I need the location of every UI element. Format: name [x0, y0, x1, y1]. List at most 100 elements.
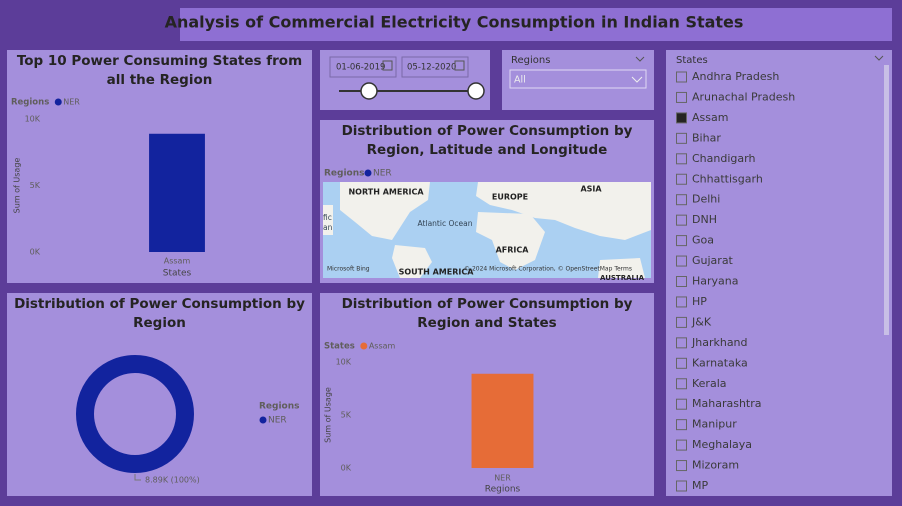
- checkbox[interactable]: [676, 276, 687, 287]
- chevron[interactable]: [635, 56, 645, 62]
- legend-dot: [54, 98, 62, 106]
- checkbox[interactable]: [676, 398, 687, 410]
- y-tick-label: 0K: [341, 464, 352, 473]
- state-label[interactable]: Delhi: [692, 193, 720, 206]
- state-label[interactable]: Mizoram: [692, 459, 739, 472]
- checkbox[interactable]: [676, 235, 687, 247]
- y-axis-label: Sum of Usage: [324, 387, 333, 443]
- y-tick-label: 10K: [25, 115, 41, 124]
- checkbox[interactable]: [676, 194, 687, 206]
- x-tick-label: Assam: [164, 257, 191, 266]
- checkbox[interactable]: [676, 296, 687, 308]
- state-label[interactable]: Assam: [692, 111, 728, 124]
- map-label: AUSTRALIA: [600, 274, 645, 282]
- panel: [502, 50, 654, 110]
- data-label: 8.89K (100%): [145, 476, 200, 485]
- calendar-icon[interactable]: [454, 60, 465, 71]
- state-label[interactable]: Andhra Pradesh: [692, 70, 779, 83]
- slicer-label: States: [676, 55, 708, 66]
- state-label[interactable]: Jharkhand: [691, 336, 748, 349]
- slicer-label: Regions: [511, 55, 550, 66]
- leader-line: [134, 474, 141, 481]
- state-label[interactable]: Kerala: [692, 377, 727, 390]
- slider-handle[interactable]: [360, 82, 378, 100]
- dropdown[interactable]: [509, 69, 647, 89]
- legend-dot: [364, 169, 372, 177]
- state-label[interactable]: MP: [692, 479, 708, 492]
- land: [476, 182, 651, 240]
- land: [476, 212, 545, 270]
- checkbox[interactable]: [676, 91, 687, 103]
- checkbox[interactable]: [676, 480, 687, 492]
- y-tick-label: 5K: [341, 411, 352, 420]
- date-box[interactable]: [329, 56, 397, 78]
- state-label[interactable]: Maharashtra: [692, 397, 762, 410]
- land: [340, 182, 430, 240]
- map-label: EUROPE: [492, 193, 528, 202]
- date-box[interactable]: [401, 56, 469, 78]
- panel-title: Distribution of Power Consumption by Regi…: [14, 296, 305, 331]
- chevron[interactable]: [874, 55, 884, 61]
- bar: [471, 373, 534, 468]
- slider-handle[interactable]: [467, 82, 485, 100]
- chevron[interactable]: [631, 76, 643, 83]
- legend-label: Assam: [369, 342, 396, 351]
- checkbox[interactable]: [676, 71, 687, 83]
- legend-dot: [259, 416, 267, 424]
- state-label[interactable]: Karnataka: [692, 356, 748, 369]
- legend-label: NER: [63, 98, 80, 107]
- checkbox[interactable]: [676, 214, 687, 226]
- panel-title: Distribution of Power Consumption by Regi…: [342, 123, 633, 158]
- map-brand: Microsoft Bing: [327, 266, 370, 273]
- state-label[interactable]: Goa: [692, 234, 714, 247]
- state-label[interactable]: DNH: [692, 213, 717, 226]
- map-label: AFRICA: [496, 246, 530, 255]
- state-label[interactable]: Haryana: [692, 275, 739, 288]
- map-label: NORTH AMERICA: [348, 188, 424, 197]
- legend-title: States: [324, 342, 355, 352]
- checkbox[interactable]: [676, 112, 687, 124]
- x-axis-label: Regions: [485, 485, 521, 495]
- map-label: an: [323, 223, 333, 232]
- date-end[interactable]: 05-12-2020: [407, 63, 456, 73]
- checkbox[interactable]: [676, 439, 687, 451]
- calendar-icon[interactable]: [382, 60, 393, 71]
- map-label: Atlantic Ocean: [418, 219, 473, 228]
- checkbox[interactable]: [676, 316, 687, 328]
- checkbox[interactable]: [676, 173, 687, 185]
- y-tick-label: 10K: [336, 358, 352, 367]
- state-label[interactable]: J&K: [691, 315, 712, 328]
- scrollbar[interactable]: [884, 65, 889, 335]
- checkbox[interactable]: [676, 419, 687, 431]
- panel-title: Distribution of Power Consumption by Regi…: [342, 296, 633, 331]
- state-label[interactable]: Chhattisgarh: [692, 172, 763, 185]
- state-label[interactable]: Manipur: [692, 418, 737, 431]
- legend-title: Regions: [324, 169, 365, 179]
- y-tick-label: 0K: [30, 248, 41, 257]
- land: [323, 205, 333, 235]
- state-label[interactable]: Meghalaya: [692, 438, 752, 451]
- state-label[interactable]: Bihar: [692, 131, 721, 144]
- checkbox[interactable]: [676, 357, 687, 369]
- x-tick-label: NER: [494, 474, 511, 483]
- panel: [666, 50, 892, 496]
- legend-label: NER: [268, 416, 287, 426]
- dropdown-value[interactable]: All: [514, 75, 526, 86]
- bar: [149, 133, 205, 252]
- legend-label: NER: [373, 169, 392, 179]
- checkbox[interactable]: [676, 460, 687, 472]
- land: [392, 245, 432, 278]
- checkbox[interactable]: [676, 132, 687, 144]
- map-attribution: © 2024 Microsoft Corporation, © OpenStre…: [464, 266, 632, 273]
- checkbox[interactable]: [676, 378, 687, 390]
- checkbox[interactable]: [676, 255, 687, 267]
- checkbox[interactable]: [676, 153, 687, 165]
- state-label[interactable]: Arunachal Pradesh: [692, 90, 795, 103]
- x-axis-label: States: [163, 269, 192, 279]
- state-label[interactable]: Gujarat: [692, 254, 734, 267]
- state-label[interactable]: HP: [692, 295, 707, 308]
- checkbox[interactable]: [676, 337, 687, 349]
- state-label[interactable]: Chandigarh: [692, 152, 755, 165]
- title-bar: [180, 8, 892, 41]
- date-start[interactable]: 01-06-2019: [336, 63, 385, 73]
